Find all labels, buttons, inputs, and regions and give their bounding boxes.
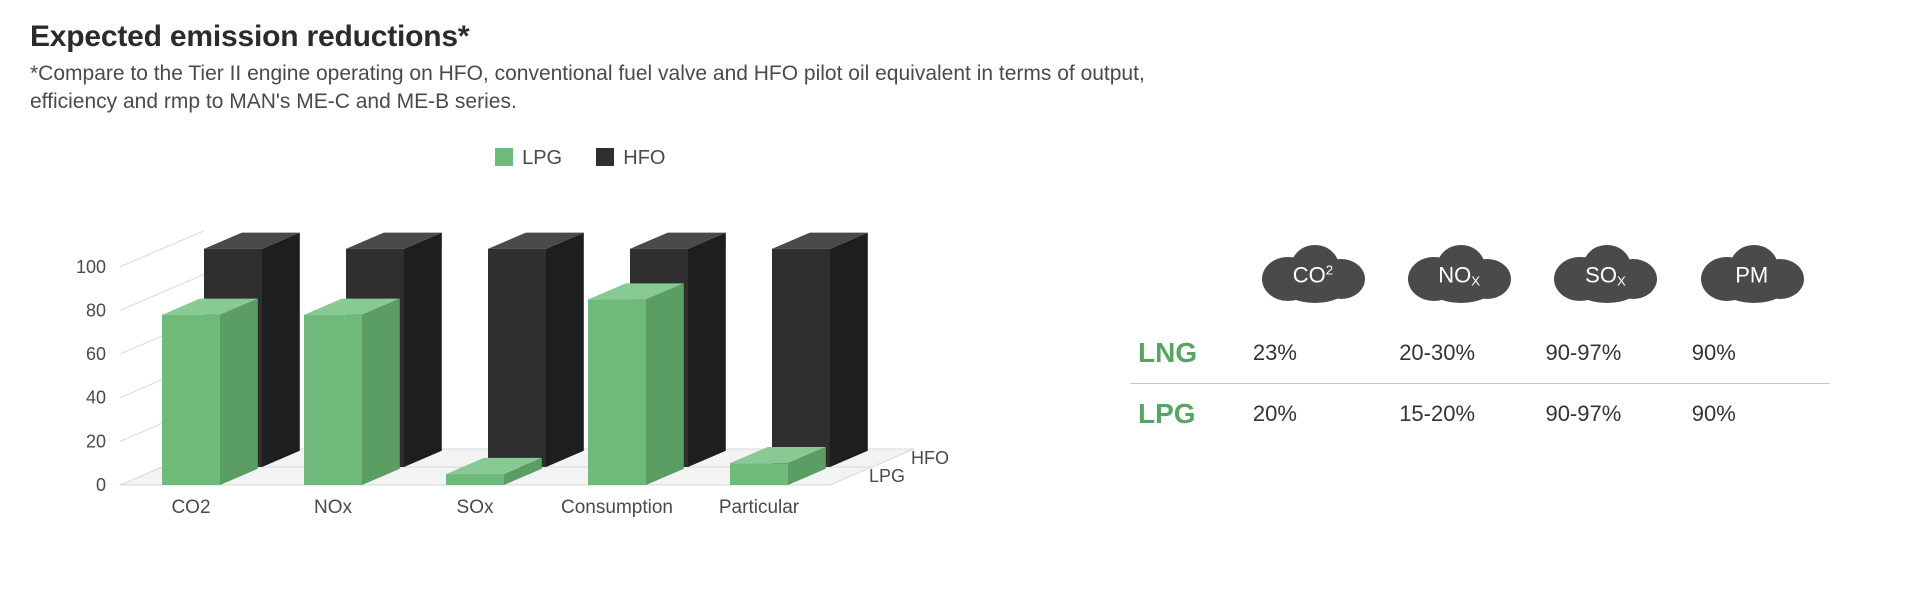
- chart-legend: LPG HFO: [150, 147, 1010, 170]
- legend-label-hfo: HFO: [623, 147, 665, 169]
- depth-row-label: HFO: [911, 448, 949, 468]
- cell-lng-pm: 90%: [1684, 323, 1830, 384]
- subtitle-line2: efficiency and rmp to MAN's ME-C and ME-…: [30, 90, 517, 113]
- table-header-pm: PM: [1684, 227, 1830, 323]
- cell-lpg-pm: 90%: [1684, 383, 1830, 444]
- depth-row-label: LPG: [869, 466, 905, 486]
- cell-lpg-co2: 20%: [1245, 383, 1391, 444]
- y-tick-label: 40: [86, 387, 106, 407]
- row-label-lpg: LPG: [1130, 383, 1245, 444]
- table-header-sox: SOX: [1537, 227, 1683, 323]
- legend-swatch-hfo: [596, 148, 614, 166]
- y-tick-label: 60: [86, 344, 106, 364]
- row-label-lng: LNG: [1130, 323, 1245, 384]
- y-tick-label: 80: [86, 300, 106, 320]
- category-label: Consumption: [561, 497, 673, 518]
- table-header-co2: CO2: [1245, 227, 1391, 323]
- category-label: Particular: [719, 497, 800, 518]
- cell-lpg-nox: 15-20%: [1391, 383, 1537, 444]
- y-tick-label: 100: [76, 257, 106, 277]
- table-row: LPG20%15-20%90-97%90%: [1130, 383, 1830, 444]
- category-label: SOx: [457, 497, 494, 518]
- reductions-table: CO2 NOX SOX: [1130, 227, 1830, 444]
- cell-lpg-sox: 90-97%: [1537, 383, 1683, 444]
- cell-lng-co2: 23%: [1245, 323, 1391, 384]
- cell-lng-nox: 20-30%: [1391, 323, 1537, 384]
- category-label: CO2: [171, 497, 210, 518]
- legend-swatch-lpg: [495, 148, 513, 166]
- cell-lng-sox: 90-97%: [1537, 323, 1683, 384]
- emissions-chart: 0 20 40 60 80 100 HFO LPG CO2 NOx SOx Consumption Pa…: [30, 185, 1010, 525]
- subtitle-line1: *Compare to the Tier II engine operating…: [30, 62, 1145, 85]
- table-header-nox: NOX: [1391, 227, 1537, 323]
- page-title: Expected emission reductions*: [30, 20, 1877, 54]
- subtitle: *Compare to the Tier II engine operating…: [30, 60, 1877, 117]
- y-tick-label: 20: [86, 431, 106, 451]
- category-label: NOx: [314, 497, 353, 518]
- table-row: LNG23%20-30%90-97%90%: [1130, 323, 1830, 384]
- legend-label-lpg: LPG: [522, 147, 562, 169]
- y-tick-label: 0: [96, 475, 106, 495]
